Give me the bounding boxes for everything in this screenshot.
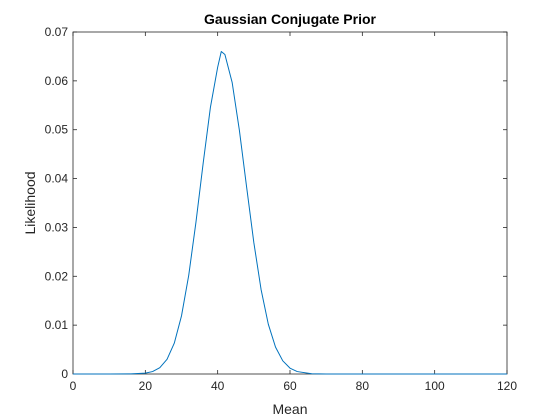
plot-area xyxy=(72,31,508,375)
x-tick-label: 0 xyxy=(70,379,77,393)
y-tick-label: 0.06 xyxy=(45,74,69,88)
y-tick-label: 0.01 xyxy=(45,318,69,332)
series-layer xyxy=(73,51,507,375)
y-axis-label: Likelihood xyxy=(22,171,38,234)
x-tick-label: 60 xyxy=(283,379,297,393)
y-tick-label: 0.03 xyxy=(45,220,69,234)
y-tick-label: 0.07 xyxy=(45,25,69,39)
x-tick-label: 40 xyxy=(211,379,225,393)
y-tick-label: 0 xyxy=(61,367,68,381)
ticks: 0 20 40 60 80 100 120 0 0.01 0.02 0.03 0.04 0.05 0.06… xyxy=(45,25,518,393)
x-tick-label: 120 xyxy=(497,379,517,393)
chart-title: Gaussian Conjugate Prior xyxy=(204,11,376,27)
y-tick-label: 0.05 xyxy=(45,123,69,137)
x-axis-label: Mean xyxy=(272,401,307,417)
series-line xyxy=(73,51,507,375)
y-tick-label: 0.02 xyxy=(45,269,69,283)
x-tick-label: 20 xyxy=(139,379,153,393)
x-tick-label: 100 xyxy=(425,379,445,393)
x-tick-label: 80 xyxy=(356,379,370,393)
y-tick-label: 0.04 xyxy=(45,172,69,186)
